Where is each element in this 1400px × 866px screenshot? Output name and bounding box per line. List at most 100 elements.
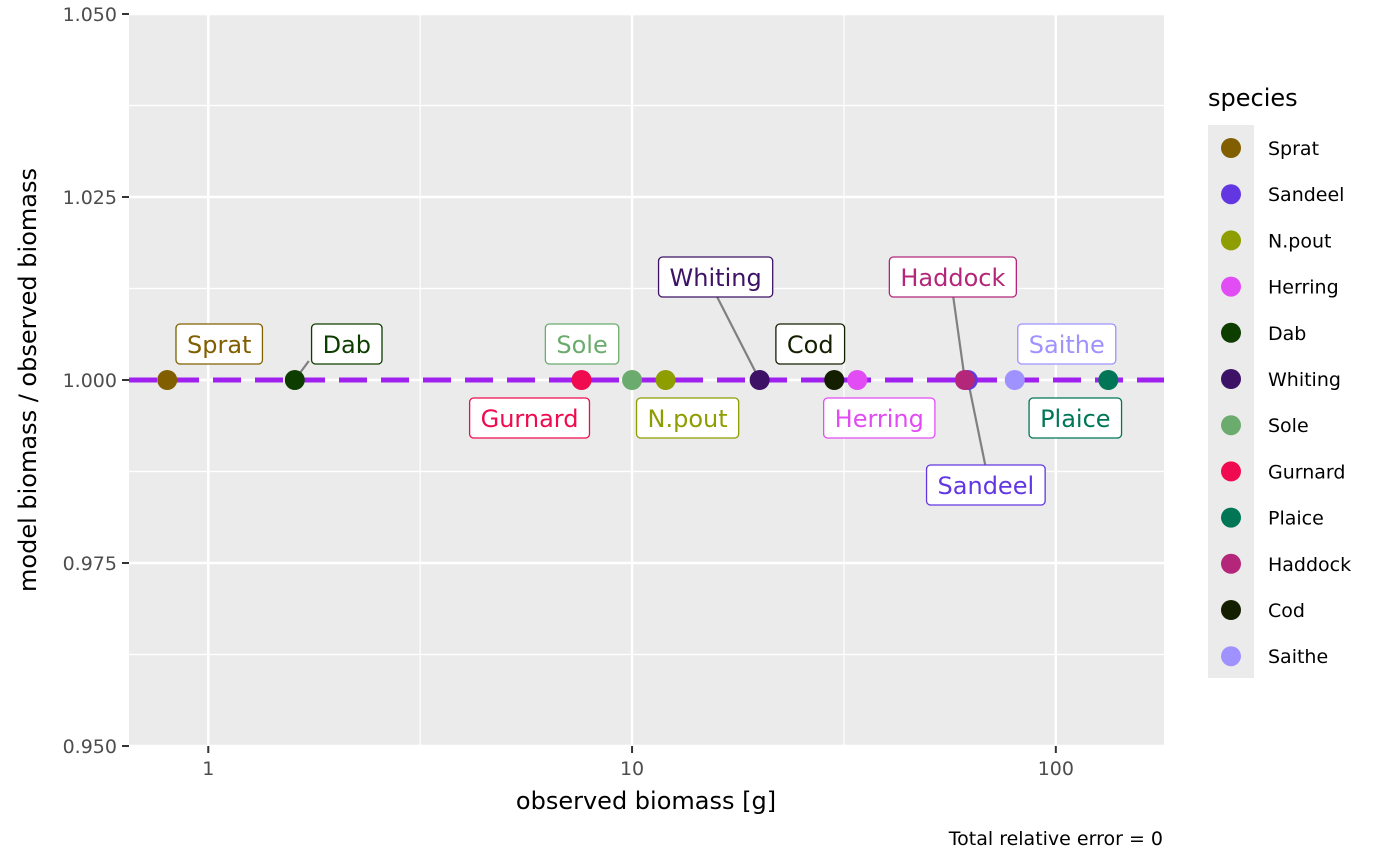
legend-key	[1221, 138, 1241, 158]
label-whiting: Whiting	[657, 256, 774, 298]
point-n-pout	[655, 370, 676, 390]
label-box	[468, 397, 591, 439]
x-tick-label: 100	[1038, 758, 1074, 780]
label-text: Cod	[787, 331, 834, 359]
legend-label: Plaice	[1268, 508, 1324, 530]
label-saithe: Saithe	[1017, 323, 1117, 365]
point-sprat	[157, 370, 178, 390]
y-axis-title: model biomass / observed biomass	[14, 168, 42, 592]
x-tick-label: 1	[202, 758, 214, 780]
y-tick-label: 0.950	[63, 736, 117, 758]
legend-item-cod: Cod	[1221, 600, 1305, 622]
legend-item-sandeel: Sandeel	[1221, 184, 1344, 206]
label-box	[888, 256, 1018, 298]
y-tick-label: 1.000	[63, 370, 117, 392]
connector-whiting	[714, 293, 761, 381]
legend-key	[1221, 276, 1241, 297]
label-gurnard: Gurnard	[468, 397, 591, 439]
label-box	[1028, 397, 1123, 439]
label-sandeel: Sandeel	[925, 464, 1046, 506]
legend-item-herring: Herring	[1221, 276, 1339, 299]
label-text: N.pout	[648, 405, 728, 433]
connector-sandeel	[966, 379, 987, 469]
point-whiting	[749, 370, 770, 390]
label-box	[823, 397, 936, 439]
legend-key	[1221, 230, 1241, 251]
label-text: Gurnard	[481, 405, 579, 433]
label-box	[175, 323, 264, 365]
legend-key-background	[1208, 125, 1254, 678]
point-dab	[284, 370, 305, 390]
legend-label: Sprat	[1268, 138, 1319, 160]
label-herring: Herring	[823, 397, 936, 439]
legend-label: Sandeel	[1268, 184, 1344, 206]
point-herring	[847, 370, 868, 390]
label-box	[635, 397, 740, 439]
label-haddock: Haddock	[888, 256, 1018, 298]
label-box	[1017, 323, 1117, 365]
legend-label: Whiting	[1268, 369, 1341, 391]
label-text: Sprat	[187, 331, 251, 359]
legend-item-plaice: Plaice	[1221, 507, 1324, 530]
label-text: Herring	[835, 405, 924, 433]
label-text: Sole	[556, 331, 607, 359]
legend-item-haddock: Haddock	[1221, 553, 1351, 576]
legend-label: Herring	[1268, 277, 1339, 299]
legend-item-dab: Dab	[1221, 322, 1306, 345]
legend-key	[1221, 646, 1241, 667]
label-box	[775, 323, 846, 365]
connector-haddock	[951, 293, 966, 381]
label-sole: Sole	[544, 323, 620, 365]
legend-key	[1221, 184, 1241, 205]
label-text: Saithe	[1029, 331, 1105, 359]
legend-item-whiting: Whiting	[1221, 369, 1341, 391]
point-cod	[824, 370, 845, 390]
point-saithe	[1004, 370, 1025, 390]
legend-label: Gurnard	[1268, 461, 1345, 483]
label-text: Sandeel	[938, 472, 1035, 500]
legend: species Sprat Sandeel N.pout Herring Dab Whit…	[1208, 84, 1351, 678]
legend-label: Saithe	[1268, 646, 1328, 668]
label-box	[657, 256, 774, 298]
label-sprat: Sprat	[175, 323, 264, 365]
x-tick-label: 10	[620, 758, 644, 780]
legend-title: species	[1208, 84, 1298, 112]
label-connectors	[293, 293, 987, 469]
legend-key	[1221, 322, 1241, 343]
legend-key	[1221, 553, 1241, 574]
x-axis: 1 10 100	[202, 746, 1074, 780]
data-points	[157, 370, 1119, 390]
legend-label: Cod	[1268, 600, 1305, 622]
legend-item-sole: Sole	[1221, 415, 1309, 437]
legend-key	[1221, 369, 1241, 389]
label-text: Haddock	[900, 264, 1005, 292]
label-box	[544, 323, 620, 365]
y-tick-label: 1.050	[63, 4, 117, 26]
point-labels: Sprat Sandeel N.pout Herring Dab Whiting Sole G…	[175, 256, 1123, 506]
legend-key	[1221, 507, 1241, 528]
legend-key	[1221, 461, 1241, 482]
label-dab: Dab	[310, 323, 383, 365]
legend-label: Sole	[1268, 415, 1309, 437]
legend-key	[1221, 600, 1241, 620]
point-plaice	[1098, 370, 1119, 390]
legend-item-n-pout: N.pout	[1221, 230, 1331, 252]
x-axis-title: observed biomass [g]	[516, 787, 776, 815]
label-box	[925, 464, 1046, 506]
label-box	[310, 323, 383, 365]
label-plaice: Plaice	[1028, 397, 1123, 439]
label-text: Whiting	[670, 264, 762, 292]
point-sole	[622, 370, 643, 390]
y-tick-label: 0.975	[63, 553, 117, 575]
y-tick-label: 1.025	[63, 187, 117, 209]
label-text: Plaice	[1040, 405, 1110, 433]
y-axis: 0.950 0.975 1.000 1.025 1.050	[63, 4, 129, 758]
legend-label: Haddock	[1268, 554, 1351, 576]
legend-label: Dab	[1268, 323, 1306, 345]
legend-key	[1221, 415, 1241, 436]
point-gurnard	[571, 370, 592, 390]
label-n-pout: N.pout	[635, 397, 740, 439]
legend-item-gurnard: Gurnard	[1221, 461, 1345, 483]
point-haddock	[954, 370, 975, 390]
